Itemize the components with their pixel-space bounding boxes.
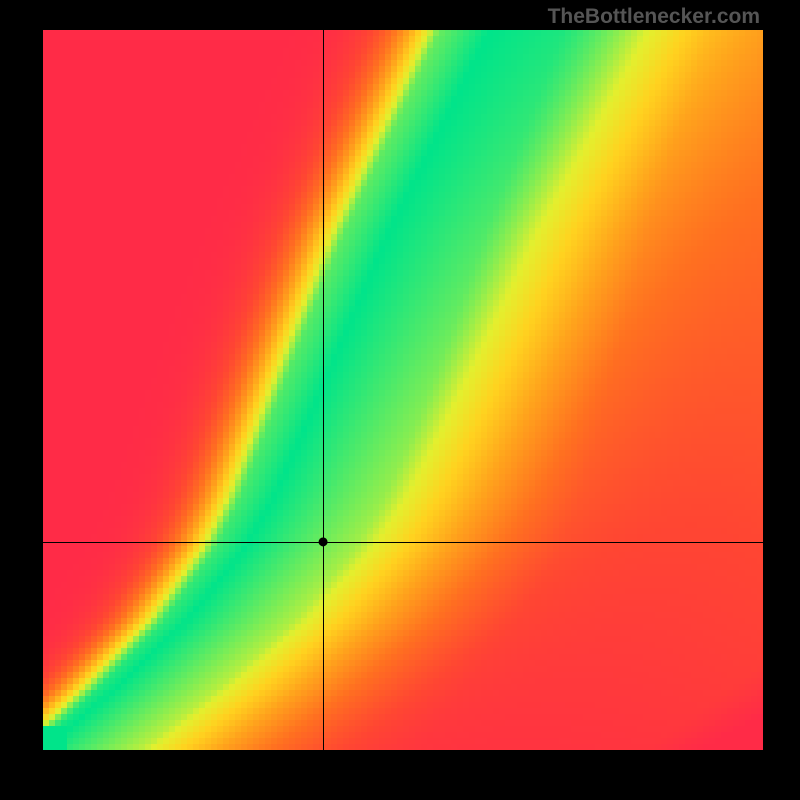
heatmap-canvas (43, 30, 763, 750)
watermark-text: TheBottlenecker.com (548, 5, 760, 29)
chart-container: TheBottlenecker.com (0, 0, 800, 800)
